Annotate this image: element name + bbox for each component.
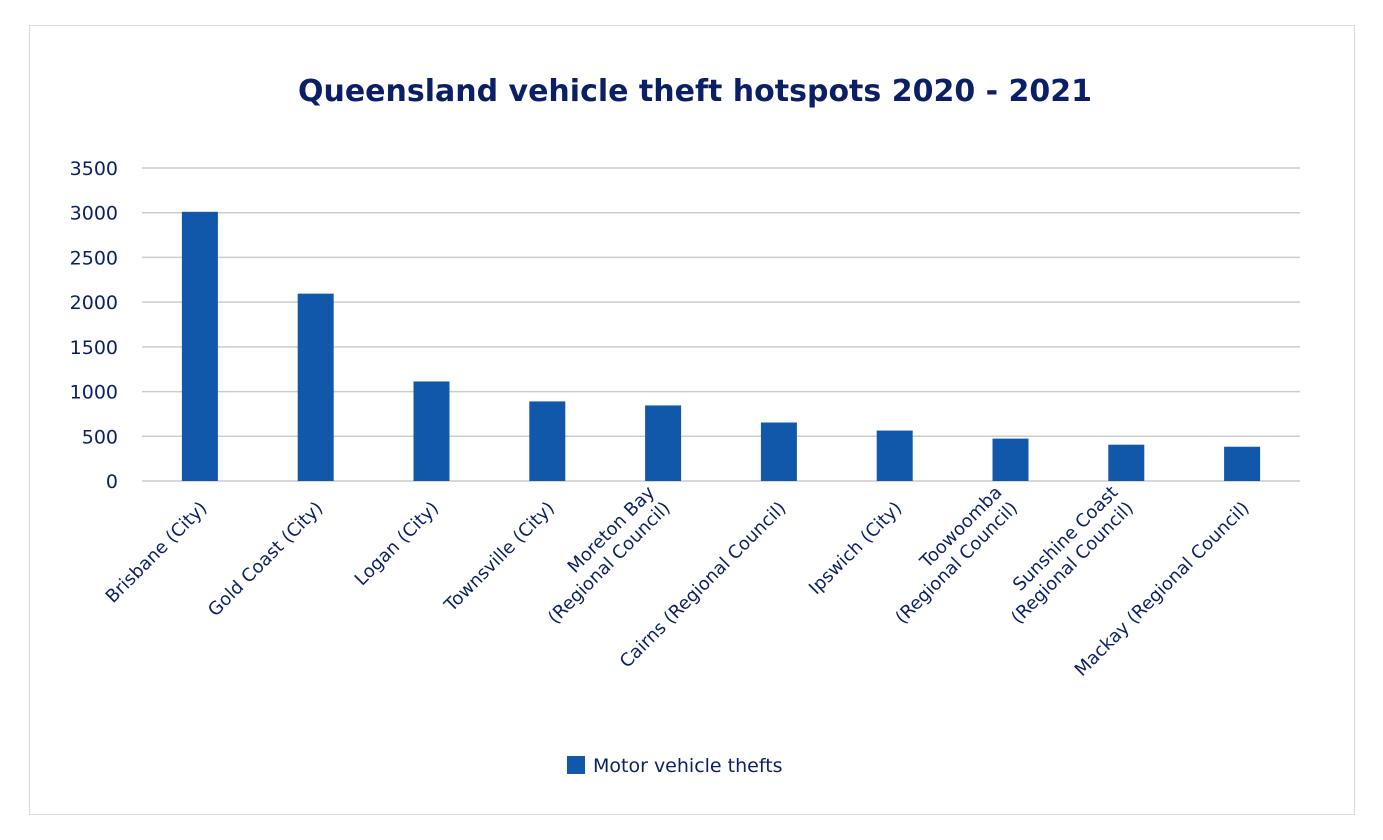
legend: Motor vehicle thefts xyxy=(567,755,783,777)
bar xyxy=(760,422,797,481)
bar xyxy=(645,405,682,481)
x-tick-label-line: Ipswich (City) xyxy=(805,498,906,599)
x-tick-label: Toowoomba(Regional Council) xyxy=(891,482,1022,628)
y-tick-label: 0 xyxy=(106,471,118,493)
bar xyxy=(1108,444,1145,481)
y-axis-ticks: 0 500 1000 1500 2000 2500 3000 3500 xyxy=(70,158,118,493)
chart-title: Queensland vehicle theft hotspots 2020 -… xyxy=(298,74,1092,109)
gridlines xyxy=(142,167,1300,482)
x-tick-label-line: Logan (City) xyxy=(351,498,443,590)
x-axis-labels: Brisbane (City)Gold Coast (City) Logan (C… xyxy=(102,482,1254,681)
bar xyxy=(297,293,334,481)
bar xyxy=(876,430,913,481)
bar xyxy=(1224,446,1261,481)
y-tick-label: 1500 xyxy=(70,337,118,359)
y-tick-label: 2500 xyxy=(70,247,118,269)
y-tick-label: 1000 xyxy=(70,382,118,404)
bar xyxy=(181,211,218,481)
y-tick-label: 2000 xyxy=(70,292,118,314)
y-tick-label: 500 xyxy=(82,426,118,448)
x-tick-label: Sunshine Coast(Regional Council) xyxy=(1007,482,1138,628)
x-tick-label: Logan (City) xyxy=(351,498,443,590)
legend-label: Motor vehicle thefts xyxy=(593,755,783,777)
x-tick-label-line: Brisbane (City) xyxy=(102,498,212,608)
chart-frame xyxy=(29,25,1355,815)
x-tick-label: Brisbane (City) xyxy=(102,498,212,608)
bars xyxy=(181,211,1261,481)
x-tick-label-line: Townsville (City) xyxy=(440,498,559,617)
bar xyxy=(992,438,1029,481)
x-tick-label: Moreton Bay(Regional Council) xyxy=(544,482,675,628)
y-tick-label: 3000 xyxy=(70,203,118,225)
bar xyxy=(529,401,566,481)
y-tick-label: 3500 xyxy=(70,158,118,180)
x-tick-label-line: Gold Coast (City) xyxy=(204,498,327,621)
legend-swatch xyxy=(567,756,585,774)
x-tick-label: Ipswich (City) xyxy=(805,498,906,599)
x-tick-label: Gold Coast (City) xyxy=(204,498,327,621)
x-tick-label: Townsville (City) xyxy=(440,498,559,617)
bar xyxy=(413,381,450,481)
